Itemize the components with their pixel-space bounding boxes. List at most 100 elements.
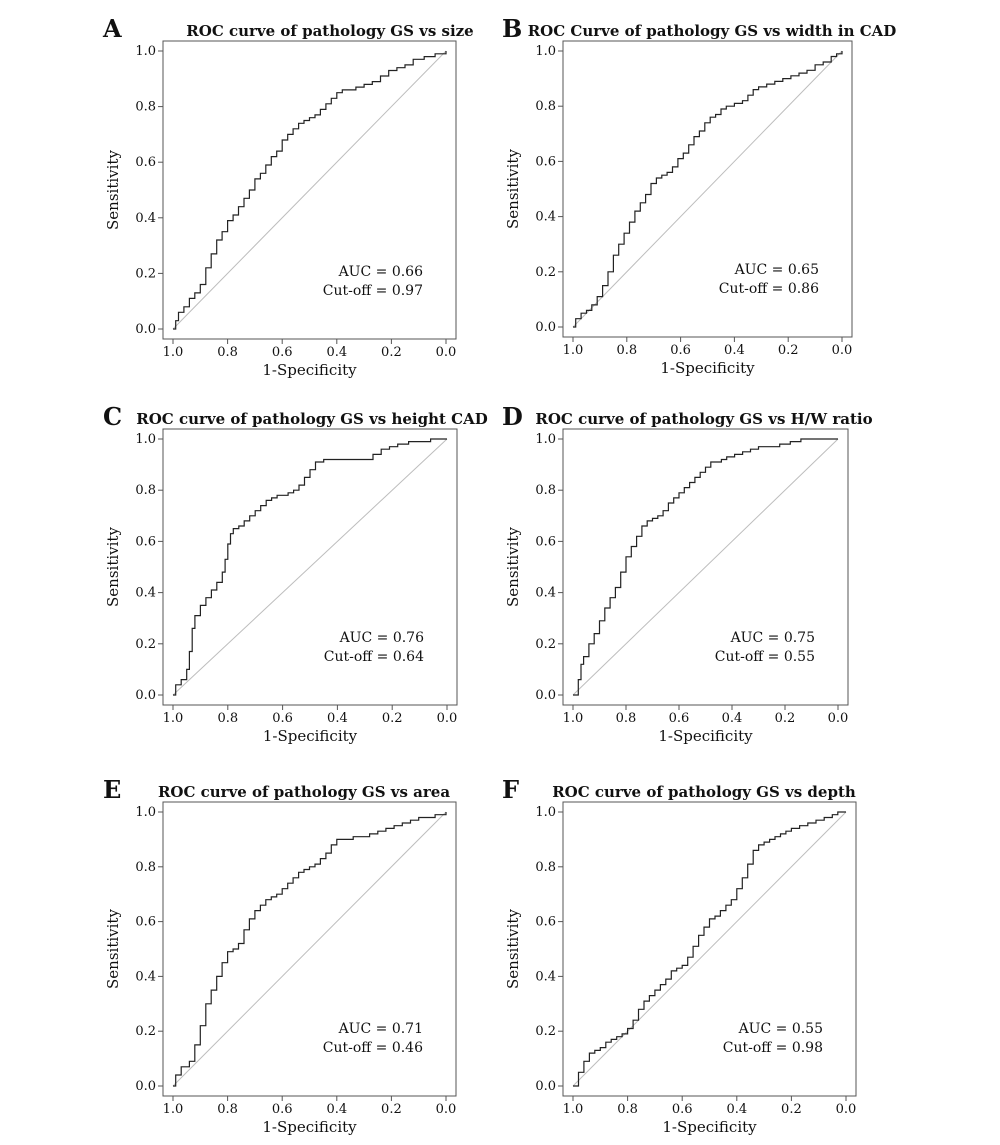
x-tick-label: 0.8 — [217, 1102, 238, 1117]
panel-label: A — [102, 14, 122, 43]
y-tick-label: 0.8 — [535, 99, 556, 114]
x-tick-label: 0.8 — [617, 1102, 638, 1117]
panel-label: E — [103, 775, 121, 804]
y-tick-label: 0.0 — [135, 1079, 156, 1094]
y-tick-label: 1.0 — [135, 432, 156, 447]
y-tick-label: 0.8 — [535, 483, 556, 498]
y-tick-label: 0.4 — [535, 210, 556, 225]
cutoff-annotation: Cut-off = 0.46 — [323, 1040, 423, 1056]
x-tick-label: 0.0 — [437, 711, 458, 726]
plot-frame — [562, 801, 857, 1097]
x-tick-label: 1.0 — [563, 343, 584, 358]
roc-curve — [573, 811, 846, 1087]
x-tick-label: 0.8 — [217, 711, 238, 726]
x-tick-label: 0.6 — [272, 1102, 293, 1117]
x-tick-label: 0.8 — [616, 711, 637, 726]
chart-title: ROC curve of pathology GS vs area — [158, 783, 450, 801]
roc-curve — [173, 51, 447, 330]
x-tick-label: 0.4 — [327, 711, 348, 726]
x-tick-label: 1.0 — [563, 1102, 584, 1117]
x-axis-label: 1-Specificity — [262, 361, 357, 379]
chart-title: ROC curve of pathology GS vs H/W ratio — [535, 410, 872, 428]
x-tick-label: 0.2 — [381, 1102, 402, 1117]
x-tick-label: 0.6 — [272, 711, 293, 726]
y-tick-label: 0.6 — [135, 155, 156, 170]
y-tick-label: 0.0 — [535, 1079, 556, 1094]
y-tick-label: 0.0 — [135, 688, 156, 703]
y-tick-label: 0.0 — [135, 322, 156, 337]
x-tick-label: 1.0 — [163, 1102, 184, 1117]
x-tick-label: 0.0 — [832, 343, 853, 358]
x-tick-label: 0.8 — [217, 345, 238, 360]
auc-annotation: AUC = 0.71 — [338, 1021, 423, 1037]
x-tick-label: 0.6 — [670, 343, 691, 358]
roc-panel-f: F ROC curve of pathology GS vs depth 0.0 0.… — [502, 775, 857, 1136]
y-axis-label: Sensitivity — [504, 909, 522, 989]
x-tick-label: 0.2 — [382, 711, 403, 726]
y-tick-label: 0.2 — [535, 637, 556, 652]
plot-frame — [562, 40, 853, 338]
x-tick-label: 0.2 — [781, 1102, 802, 1117]
x-tick-label: 0.0 — [836, 1102, 857, 1117]
x-tick-label: 0.6 — [672, 1102, 693, 1117]
y-tick-label: 0.0 — [535, 688, 556, 703]
reference-diagonal — [172, 50, 447, 330]
cutoff-annotation: Cut-off = 0.97 — [323, 283, 423, 299]
x-tick-label: 0.4 — [722, 711, 743, 726]
x-axis-label: 1-Specificity — [263, 727, 358, 745]
y-tick-label: 0.6 — [135, 915, 156, 930]
y-axis-label: Sensitivity — [104, 527, 122, 607]
x-tick-label: 1.0 — [163, 345, 184, 360]
auc-annotation: AUC = 0.66 — [338, 264, 424, 280]
y-tick-label: 0.6 — [135, 534, 156, 549]
cutoff-annotation: Cut-off = 0.55 — [715, 649, 815, 665]
x-tick-label: 0.6 — [272, 345, 293, 360]
x-tick-label: 0.4 — [726, 1102, 747, 1117]
auc-annotation: AUC = 0.65 — [734, 262, 819, 278]
roc-panel-b: B ROC Curve of pathology GS vs width in C… — [502, 14, 896, 377]
roc-curve — [173, 438, 447, 696]
y-tick-label: 0.2 — [535, 265, 556, 280]
y-tick-label: 0.8 — [135, 483, 156, 498]
y-tick-label: 1.0 — [535, 805, 556, 820]
y-tick-label: 0.8 — [135, 100, 156, 115]
chart-title: ROC curve of pathology GS vs depth — [552, 783, 856, 801]
y-tick-label: 0.4 — [535, 586, 556, 601]
auc-annotation: AUC = 0.75 — [730, 630, 815, 646]
panel-label: D — [502, 402, 523, 431]
panel-label: B — [502, 14, 522, 43]
y-tick-label: 1.0 — [135, 44, 156, 59]
x-tick-label: 0.4 — [326, 345, 347, 360]
reference-diagonal — [572, 811, 847, 1087]
x-axis-label: 1-Specificity — [660, 359, 755, 377]
y-tick-label: 0.2 — [535, 1024, 556, 1039]
panel-label: C — [103, 402, 122, 431]
reference-diagonal — [172, 811, 447, 1087]
x-axis-label: 1-Specificity — [662, 1118, 757, 1136]
plot-frame — [162, 801, 457, 1097]
x-tick-label: 0.2 — [775, 711, 796, 726]
roc-panel-e: E ROC curve of pathology GS vs area 0.0 0.2… — [103, 775, 457, 1136]
y-tick-label: 1.0 — [535, 432, 556, 447]
x-tick-label: 1.0 — [163, 711, 184, 726]
cutoff-annotation: Cut-off = 0.64 — [324, 649, 424, 665]
x-axis-label: 1-Specificity — [262, 1118, 357, 1136]
x-tick-label: 0.2 — [778, 343, 799, 358]
roc-panel-a: A ROC curve of pathology GS vs size 0.0 0.2… — [102, 14, 474, 379]
y-tick-label: 0.4 — [135, 211, 156, 226]
auc-annotation: AUC = 0.76 — [339, 630, 425, 646]
cutoff-annotation: Cut-off = 0.86 — [719, 281, 819, 297]
x-tick-label: 0.4 — [326, 1102, 347, 1117]
auc-annotation: AUC = 0.55 — [738, 1021, 823, 1037]
y-tick-label: 0.8 — [535, 860, 556, 875]
x-tick-label: 0.4 — [724, 343, 745, 358]
y-tick-label: 0.2 — [135, 266, 156, 281]
roc-curve — [573, 438, 838, 696]
y-tick-label: 0.4 — [135, 969, 156, 984]
y-tick-label: 1.0 — [135, 805, 156, 820]
chart-title: ROC curve of pathology GS vs height CAD — [136, 410, 488, 428]
roc-panel-d: D ROC curve of pathology GS vs H/W ratio 0… — [502, 402, 873, 745]
x-tick-label: 1.0 — [563, 711, 584, 726]
y-tick-label: 1.0 — [535, 44, 556, 59]
